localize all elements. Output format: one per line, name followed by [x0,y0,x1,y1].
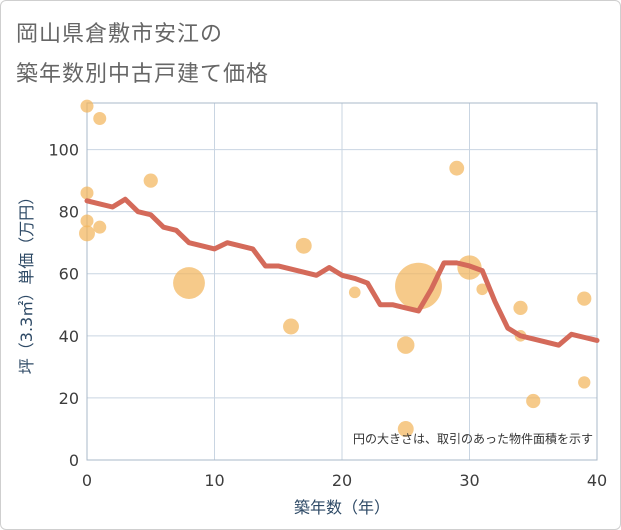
data-bubble [93,112,107,126]
plot-area [86,102,598,461]
data-bubble [577,291,592,306]
data-bubble [173,267,205,299]
data-bubble [395,262,442,310]
data-bubble [143,173,158,188]
y-tick-label: 60 [59,265,79,284]
data-bubble [526,393,541,409]
data-bubble [578,376,591,389]
data-bubble [348,286,361,299]
x-tick-label: 20 [332,471,352,490]
y-tick-label: 40 [59,327,79,346]
x-tick-label: 40 [587,471,607,490]
y-axis-label: 坪（3.3㎡）単価（万円） [17,189,36,374]
average-price-line [84,196,600,348]
chart-title-line2: 築年数別中古戸建て価格 [16,62,270,87]
data-bubble [449,160,465,176]
data-bubble [397,420,414,437]
data-bubble [79,225,95,242]
data-bubble [295,237,312,254]
data-bubble [93,220,107,234]
data-bubble [80,99,94,113]
data-bubble [513,300,528,316]
data-bubble [476,283,489,296]
y-tick-label: 100 [48,141,79,160]
x-axis-label: 築年数（年） [294,498,390,517]
data-bubble [283,318,299,335]
x-axis-ticks: 0 10 20 30 40 [82,471,607,490]
data-bubble [80,214,94,228]
x-tick-label: 10 [204,471,224,490]
grid-lines [87,103,597,460]
x-tick-label: 30 [459,471,479,490]
y-axis-ticks: 0 20 40 60 80 100 [48,141,79,470]
y-tick-label: 20 [59,389,79,408]
data-bubble [80,186,94,200]
x-tick-label: 0 [82,471,92,490]
chart-title-line1: 岡山県倉敷市安江の [16,22,224,47]
y-tick-label: 80 [59,203,79,222]
y-tick-label: 0 [69,451,79,470]
data-bubble [397,336,415,354]
size-legend-note: 円の大きさは、取引のあった物件面積を示す [353,431,593,446]
